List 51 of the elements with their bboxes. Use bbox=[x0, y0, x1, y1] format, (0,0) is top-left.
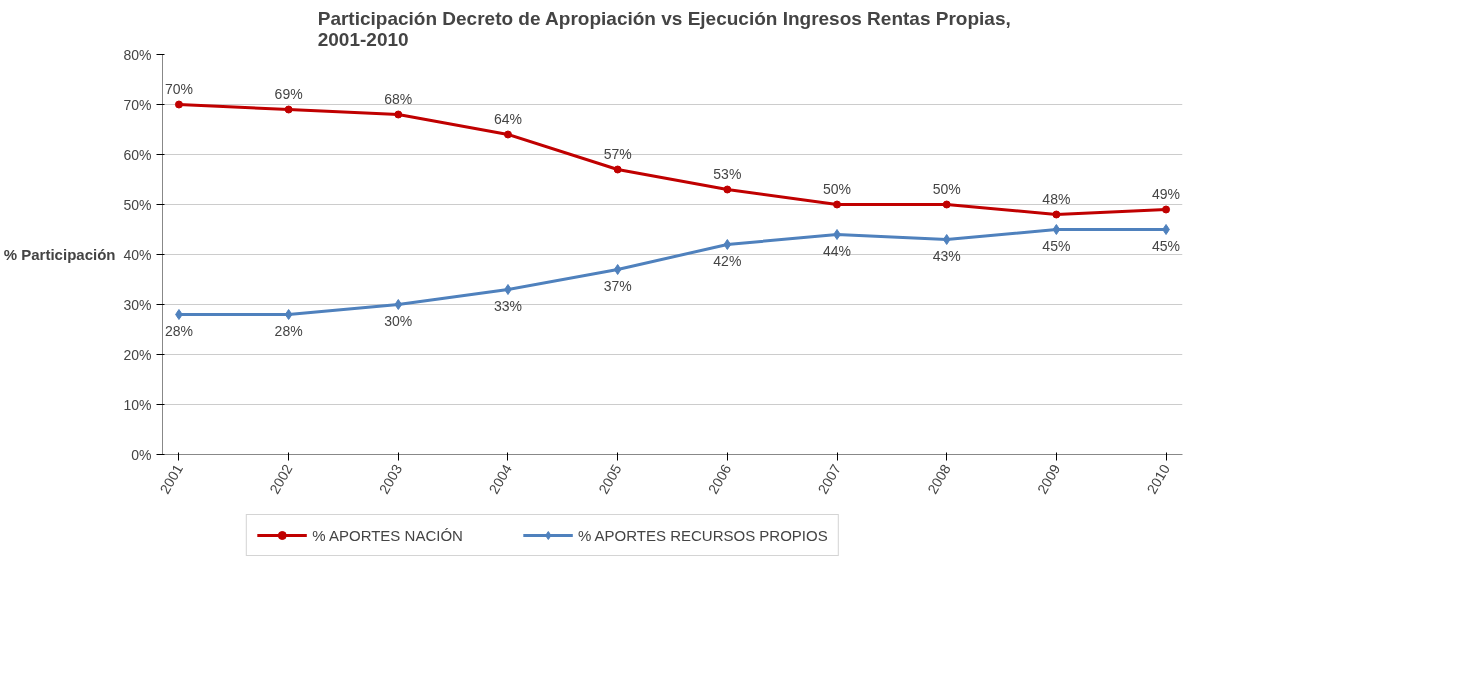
data-label: 45% bbox=[1152, 237, 1181, 254]
y-tick-label: 20% bbox=[123, 346, 152, 363]
point bbox=[174, 100, 183, 109]
point bbox=[723, 185, 732, 194]
point bbox=[284, 105, 293, 114]
data-label: 28% bbox=[274, 322, 303, 339]
point bbox=[1162, 205, 1171, 214]
legend-label: % APORTES RECURSOS PROPIOS bbox=[577, 526, 828, 544]
point bbox=[833, 200, 842, 209]
chart-title: Participación Decreto de Apropiación vs Ejecución Ingresos Rentas Propias, 2001-2010 bbox=[317, 7, 1011, 50]
y-tick-label: 80% bbox=[123, 46, 152, 63]
point bbox=[942, 200, 951, 209]
y-tick-label: 30% bbox=[123, 296, 152, 313]
data-label: 42% bbox=[713, 252, 742, 269]
y-tick-label: 40% bbox=[123, 246, 152, 263]
point bbox=[394, 299, 403, 310]
y-tick-label: 60% bbox=[123, 146, 152, 163]
point bbox=[1052, 210, 1061, 219]
point bbox=[723, 239, 732, 250]
data-label: 37% bbox=[603, 277, 632, 294]
point bbox=[503, 130, 512, 139]
data-label: 50% bbox=[932, 180, 961, 197]
point bbox=[833, 229, 841, 240]
point bbox=[504, 284, 512, 295]
data-label: 28% bbox=[164, 322, 193, 339]
y-tick-label: 10% bbox=[123, 396, 152, 413]
y-axis-title: % Participación bbox=[3, 246, 116, 263]
point bbox=[613, 165, 622, 174]
point bbox=[175, 309, 183, 320]
data-label: 70% bbox=[164, 80, 193, 97]
point bbox=[942, 234, 951, 245]
y-tick-label: 50% bbox=[123, 196, 152, 213]
data-label: 68% bbox=[384, 90, 413, 107]
data-label: 45% bbox=[1042, 237, 1071, 254]
data-label: 33% bbox=[493, 297, 522, 314]
data-label: 44% bbox=[823, 242, 852, 259]
point bbox=[1162, 224, 1170, 235]
data-label: 30% bbox=[384, 312, 413, 329]
data-label: 50% bbox=[823, 180, 852, 197]
data-label: 53% bbox=[713, 165, 742, 182]
legend-label: % APORTES NACIÓN bbox=[312, 526, 463, 544]
data-label: 49% bbox=[1152, 185, 1181, 202]
data-label: 48% bbox=[1042, 190, 1071, 207]
data-label: 64% bbox=[493, 110, 522, 127]
y-tick-label: 70% bbox=[123, 96, 152, 113]
data-label: 43% bbox=[932, 247, 961, 264]
point bbox=[613, 264, 622, 275]
point bbox=[394, 110, 403, 119]
y-tick-label: 0% bbox=[131, 446, 152, 463]
data-label: 69% bbox=[274, 85, 303, 102]
data-label: 57% bbox=[603, 145, 632, 162]
